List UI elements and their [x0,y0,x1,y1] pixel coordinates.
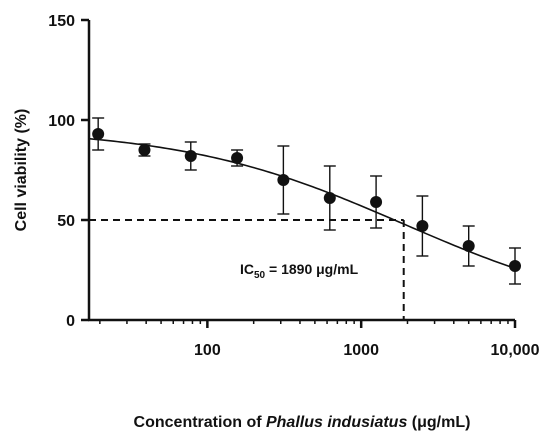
x-axis-title-suffix: (μg/mL) [407,414,470,431]
fit-curve [88,137,516,270]
x-tick-label: 100 [194,342,221,359]
x-tick-label: 10,000 [491,342,540,359]
ic50-label-prefix: IC [240,261,254,277]
data-point [184,150,197,162]
data-point [323,192,336,204]
data-point [138,144,151,156]
data-point [462,240,475,252]
y-tick-label: 50 [57,213,75,230]
data-point [416,220,429,232]
data-points [92,128,521,272]
ic50-reference [89,219,405,320]
error-bars [92,117,521,285]
y-ticks: 0 50 100 150 [48,13,89,330]
x-ticks: 100 1000 10,000 [99,320,540,359]
ic50-label: IC50 = 1890 μg/mL [240,261,359,281]
y-axis-title: Cell viability (%) [13,109,30,232]
data-point [509,260,521,272]
data-point [92,128,105,140]
x-axis-title: Concentration of Phallus indusiatus (μg/… [134,414,471,431]
ic50-label-sub: 50 [254,270,266,281]
data-point [231,152,244,164]
y-tick-label: 0 [66,313,75,330]
ic50-label-suffix: = 1890 μg/mL [265,261,358,277]
x-tick-label: 1000 [343,342,379,359]
x-axis-title-italic: Phallus indusiatus [266,414,407,431]
y-tick-label: 150 [48,13,75,30]
fit-layer [88,137,516,270]
x-axis-title-prefix: Concentration of [134,414,266,431]
data-point [277,174,290,186]
data-point [370,196,383,208]
y-tick-label: 100 [48,113,75,130]
